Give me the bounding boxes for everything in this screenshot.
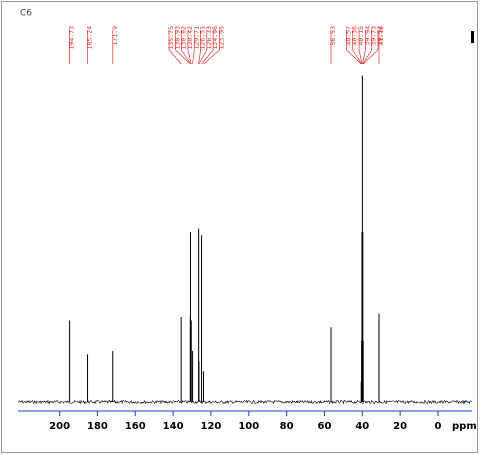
peak-label: 40.57 <box>344 26 352 46</box>
peak-label: 39.52 <box>376 26 384 46</box>
peak-leader <box>198 30 208 65</box>
peak-leader <box>358 30 363 65</box>
peak-leader <box>187 30 192 65</box>
chart-title: C6 <box>20 9 32 19</box>
peak-label: 40.15 <box>357 26 365 46</box>
x-axis-label: ppm <box>452 421 477 432</box>
peak-leader <box>203 30 220 65</box>
x-tick-label: 40 <box>355 421 369 432</box>
peak-label: 130.93 <box>173 26 181 50</box>
x-tick-label: 100 <box>238 421 259 432</box>
x-tick-label: 160 <box>125 421 146 432</box>
peak-label: 39.94 <box>363 26 371 46</box>
x-tick-label: 0 <box>434 421 441 432</box>
peak-leader <box>346 30 362 65</box>
peak-label: 123.95 <box>217 26 225 50</box>
peak-leader <box>168 30 182 65</box>
peak-label: 40.36 <box>351 26 359 46</box>
peak-leader <box>362 30 372 65</box>
peak-label: 185.24 <box>86 26 94 50</box>
peak-label: 39.73 <box>370 26 378 46</box>
peak-leader <box>192 30 195 65</box>
peak-label: 56.53 <box>329 26 337 46</box>
baseline-noise <box>17 399 472 405</box>
peak-leader <box>201 30 214 65</box>
peak-label: 130.42 <box>186 26 194 50</box>
peak-label: 129.71 <box>192 26 200 50</box>
x-tick-label: 20 <box>393 421 407 432</box>
peak-leader <box>181 30 191 65</box>
peak-leader <box>175 30 191 65</box>
x-tick-label: 140 <box>163 421 184 432</box>
peak-leader <box>198 30 201 65</box>
scroll-marker <box>471 31 474 43</box>
peak-label: 126.51 <box>199 26 207 50</box>
peak-label: 31.16 <box>377 26 385 46</box>
x-tick-label: 60 <box>317 421 331 432</box>
peak-label: 126.33 <box>205 26 213 50</box>
peak-leader <box>362 30 366 65</box>
peak-label: 171.9 <box>111 26 119 46</box>
x-tick-label: 200 <box>49 421 70 432</box>
x-tick-label: 80 <box>280 421 294 432</box>
peak-label: 194.73 <box>68 26 76 50</box>
x-tick-label: 120 <box>201 421 222 432</box>
peak-label: 124.96 <box>211 26 219 50</box>
x-tick-label: 180 <box>87 421 108 432</box>
peak-label: 135.75 <box>167 26 175 50</box>
peak-label: 130.82 <box>180 26 188 50</box>
peak-leader <box>362 30 379 65</box>
peak-leader <box>352 30 362 65</box>
